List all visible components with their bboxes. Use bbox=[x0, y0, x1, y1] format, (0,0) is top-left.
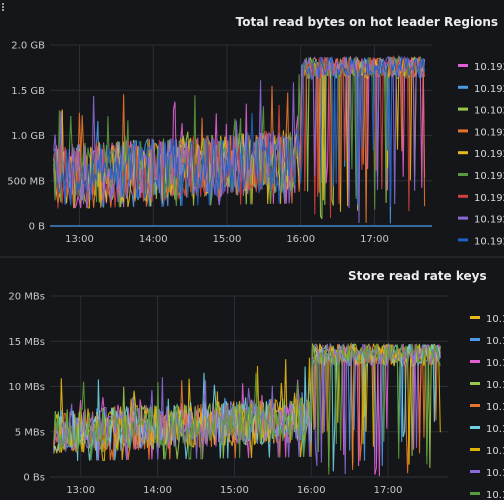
legend-item-label[interactable]: 10.192 bbox=[474, 215, 504, 226]
legend: 10.1 10.1 10.1 10.1 10.1 10.1 10.1 10.1 10.1 bbox=[470, 314, 504, 500]
legend-swatch bbox=[470, 360, 480, 363]
panel-title[interactable]: Store read rate keys bbox=[348, 269, 487, 283]
legend-item-label[interactable]: 10.192 bbox=[474, 84, 504, 95]
y-tick-label: 10 MBs bbox=[8, 382, 45, 393]
panel-menu-icon[interactable] bbox=[2, 3, 5, 12]
x-tick-label: 17:00 bbox=[360, 234, 389, 245]
legend-swatch bbox=[458, 129, 468, 133]
series-line bbox=[53, 55, 425, 210]
legend-swatch bbox=[458, 238, 468, 242]
y-tick-label: 500 MB bbox=[7, 176, 45, 187]
legend-swatch bbox=[458, 151, 468, 155]
legend-item-label[interactable]: 10.102 bbox=[474, 106, 504, 117]
series-line bbox=[53, 343, 441, 475]
legend-item-label[interactable]: 10.1 bbox=[486, 402, 504, 413]
legend-swatch bbox=[470, 492, 480, 495]
legend-swatch bbox=[470, 448, 480, 451]
x-tick-label: 15:00 bbox=[213, 234, 242, 245]
legend-item-label[interactable]: 10.192 bbox=[474, 193, 504, 204]
y-tick-label: 15 MBs bbox=[8, 337, 45, 348]
x-tick-label: 13:00 bbox=[65, 234, 94, 245]
legend-swatch bbox=[470, 338, 480, 341]
legend-item-label[interactable]: 10.1 bbox=[486, 446, 504, 457]
y-tick-label: 20 MBs bbox=[8, 292, 45, 303]
series-line bbox=[53, 342, 441, 465]
x-tick-label: 17:00 bbox=[374, 485, 403, 496]
x-tick-label: 16:00 bbox=[286, 234, 315, 245]
legend-item-label[interactable]: 10.1 bbox=[486, 424, 504, 435]
series-line bbox=[53, 55, 426, 207]
series-line bbox=[53, 56, 426, 223]
legend-swatch bbox=[470, 470, 480, 473]
legend-item-label[interactable]: 10.1 bbox=[486, 380, 504, 391]
panel-title[interactable]: Total read bytes on hot leader Regions bbox=[235, 15, 498, 29]
y-tick-label: 0 B bbox=[29, 222, 46, 233]
legend-item-label[interactable]: 10.1 bbox=[486, 468, 504, 479]
legend-item-label[interactable]: 10.192 bbox=[474, 127, 504, 138]
y-tick-label: 1.5 GB bbox=[11, 86, 45, 97]
legend-item-label[interactable]: 10.1 bbox=[486, 314, 504, 325]
legend-item-label[interactable]: 10.1 bbox=[486, 490, 504, 500]
chart-read-bytes: 0 B 500 MB 1.0 GB 1.5 GB 2.0 GB 13:00 14:00 15:… bbox=[7, 41, 504, 248]
x-tick-label: 16:00 bbox=[297, 485, 326, 496]
x-tick-label: 15:00 bbox=[220, 485, 249, 496]
legend-item-label[interactable]: 10.192 bbox=[474, 149, 504, 160]
panel-read-keys: Store read rate keys 0 Bs 5 MBs 10 MBs 15 M… bbox=[0, 258, 504, 500]
legend: 10.192 10.192 10.102 10.192 10.192 10.192 10.1… bbox=[458, 62, 504, 247]
y-tick-label: 0 Bs bbox=[23, 473, 45, 484]
legend-swatch bbox=[470, 426, 480, 429]
y-tick-label: 1.0 GB bbox=[11, 131, 45, 142]
chart-read-keys: 0 Bs 5 MBs 10 MBs 15 MBs 20 MBs 13:00 14:00 15:… bbox=[8, 292, 504, 500]
series-line bbox=[53, 343, 441, 477]
legend-swatch bbox=[458, 64, 468, 67]
legend-swatch bbox=[458, 194, 468, 198]
legend-item-label[interactable]: 10.1 bbox=[486, 336, 504, 347]
x-tick-label: 14:00 bbox=[143, 485, 172, 496]
legend-swatch bbox=[470, 404, 480, 407]
legend-swatch bbox=[458, 107, 468, 111]
legend-swatch bbox=[470, 316, 480, 319]
x-tick-label: 14:00 bbox=[139, 234, 168, 245]
legend-item-label[interactable]: 10.192 bbox=[474, 62, 504, 73]
legend-swatch bbox=[470, 382, 480, 385]
y-tick-label: 2.0 GB bbox=[11, 41, 45, 52]
legend-swatch bbox=[458, 173, 468, 176]
legend-item-label[interactable]: 10.192 bbox=[474, 236, 504, 247]
legend-item-label[interactable]: 10.1 bbox=[486, 358, 504, 369]
legend-item-label[interactable]: 10.192 bbox=[474, 171, 504, 182]
panel-divider bbox=[0, 256, 504, 258]
panel-read-bytes: Total read bytes on hot leader Regions 0… bbox=[2, 3, 504, 248]
x-tick-label: 13:00 bbox=[66, 485, 95, 496]
legend-swatch bbox=[458, 85, 468, 89]
y-tick-label: 5 MBs bbox=[15, 427, 45, 438]
legend-swatch bbox=[458, 216, 468, 220]
